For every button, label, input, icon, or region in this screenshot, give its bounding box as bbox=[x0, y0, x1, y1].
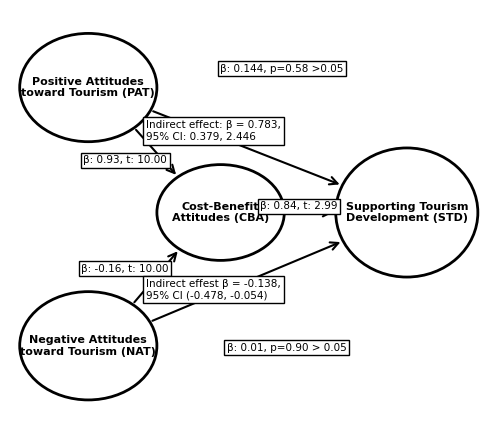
Ellipse shape bbox=[20, 292, 157, 400]
Text: Supporting Tourism
Development (STD): Supporting Tourism Development (STD) bbox=[346, 202, 468, 223]
Ellipse shape bbox=[336, 148, 478, 277]
Ellipse shape bbox=[20, 34, 157, 142]
Text: Indirect effect: β = 0.783,
95% CI: 0.379, 2.446: Indirect effect: β = 0.783, 95% CI: 0.37… bbox=[146, 120, 280, 142]
Text: β: -0.16, t: 10.00: β: -0.16, t: 10.00 bbox=[82, 264, 169, 274]
Ellipse shape bbox=[157, 164, 284, 261]
Text: β: 0.84, t: 2.99: β: 0.84, t: 2.99 bbox=[260, 201, 338, 211]
Text: β: 0.93, t: 10.00: β: 0.93, t: 10.00 bbox=[83, 156, 167, 165]
Text: Negative Attitudes
toward Tourism (NAT): Negative Attitudes toward Tourism (NAT) bbox=[20, 335, 156, 357]
Text: Indirect effest β = -0.138,
95% CI (-0.478, -0.054): Indirect effest β = -0.138, 95% CI (-0.4… bbox=[146, 279, 280, 300]
Text: β: 0.144, p=0.58 >0.05: β: 0.144, p=0.58 >0.05 bbox=[220, 64, 344, 74]
Text: Positive Attitudes
toward Tourism (PAT): Positive Attitudes toward Tourism (PAT) bbox=[22, 77, 155, 98]
Text: β: 0.01, p=0.90 > 0.05: β: 0.01, p=0.90 > 0.05 bbox=[227, 343, 346, 353]
Text: Cost-Benefit
Attitudes (CBA): Cost-Benefit Attitudes (CBA) bbox=[172, 202, 269, 223]
